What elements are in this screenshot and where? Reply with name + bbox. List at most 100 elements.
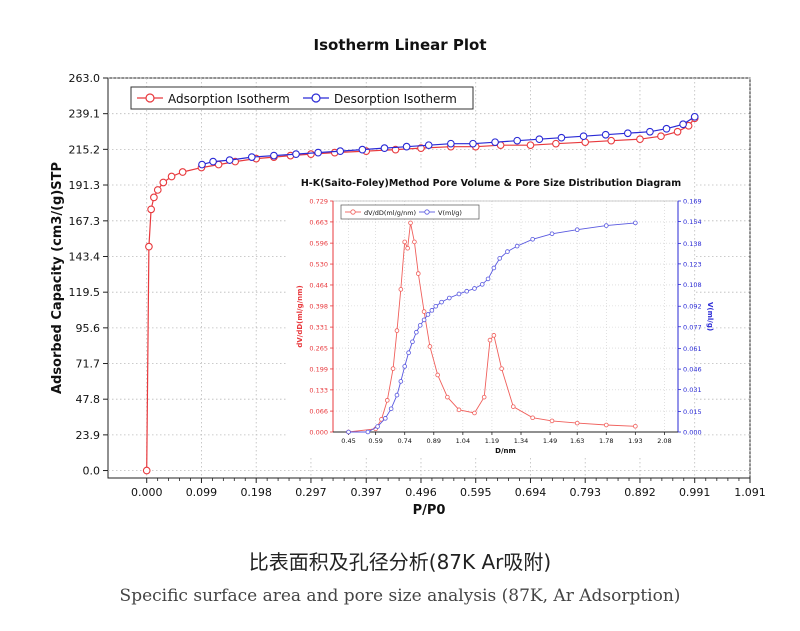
main-y-tick-label: 143.4 [69,251,101,264]
dvdd-series-point [398,287,404,292]
main-x-tick-label: 0.991 [679,486,711,499]
inset-y-tick-label: 0.530 [309,261,328,269]
inset-y2-tick-label: 0.077 [683,323,702,331]
desorption-series-point [491,138,499,147]
volume-series-point [398,379,404,384]
desorption-series-point [336,147,345,155]
main-x-tick-label: 0.000 [131,486,163,499]
volume-series-point [414,329,419,335]
dvdd-series-point [412,239,417,245]
inset-y-tick-label: 0.066 [309,408,328,416]
volume-series-point [383,416,388,421]
dvdd-series-point [491,333,497,338]
dvdd-series-point [530,415,535,421]
legend-adsorption-marker [145,93,155,103]
inset-legend-dvdd-marker [350,209,356,215]
inset-y2-tick-label: 0.092 [683,303,702,311]
adsorption-series-point [417,144,425,152]
dvdd-series-point [574,420,580,426]
dvdd-series-point [427,344,433,349]
inset-x-tick-label: 1.19 [485,437,499,445]
inset-y2-tick-label: 0.138 [683,240,702,248]
inset-y-tick-label: 0.729 [309,198,328,206]
dvdd-series-point [603,422,609,428]
volume-series-point [485,276,491,282]
inset-x-axis-label: D/nm [495,447,516,455]
main-y-tick-label: 215.2 [69,143,101,156]
volume-series-point [417,323,423,328]
adsorption-series-point [307,150,315,158]
desorption-series-point [535,135,544,144]
inset-y-tick-label: 0.596 [309,240,328,248]
dvdd-series-point [549,418,555,424]
desorption-series-point [646,127,654,136]
volume-series-point [433,303,439,309]
inset-legend-box [340,204,480,220]
volume-series-point [456,291,462,297]
legend-desorption-marker [311,93,321,103]
main-x-tick-label: 0.099 [186,486,218,499]
inset-y-tick-label: 0.464 [309,281,328,289]
main-x-tick-label: 0.397 [350,486,382,499]
desorption-series-point [358,145,367,154]
volume-series-point [410,339,415,345]
main-x-tick-label: 0.198 [240,486,272,499]
dvdd-series-line [348,222,636,433]
adsorption-series-point [159,178,168,187]
inset-y-tick-label: 0.331 [309,324,328,332]
inset-y-tick-label: 0.000 [309,429,328,437]
volume-series-point [439,299,444,305]
volume-series-point [346,429,351,435]
inset-y2-axis-label: V(ml/g) [706,302,714,331]
dvdd-series-point [415,271,421,276]
volume-series-point [375,424,380,429]
desorption-series-point [579,132,588,141]
desorption-series-point [380,144,389,152]
inset-y2-tick-label: 0.123 [683,260,702,268]
main-y-tick-label: 239.1 [69,108,101,121]
inset-chart-title: H-K(Saito-Foley)Method Pore Volume & Por… [301,178,681,189]
inset-y-axis-label: dV/dD(ml/g/nm) [296,285,304,347]
adsorption-series-point [150,193,158,202]
inset-y-tick-label: 0.265 [309,345,328,353]
volume-series-point [574,227,580,233]
caption-english: Specific surface area and pore size anal… [119,586,681,606]
inset-y2-tick-label: 0.154 [683,218,702,226]
desorption-series-point [623,129,632,138]
desorption-series-point [292,150,300,158]
volume-series-point [633,220,638,226]
main-y-tick-label: 167.3 [69,215,101,228]
desorption-series-point [513,136,522,145]
volume-series-point [491,265,497,271]
main-y-axis-label: Adsorbed Capacity (cm3/(g)STP [50,162,65,394]
desorption-series-point [469,139,477,148]
desorption-series-point [662,124,671,133]
volume-series-point [603,223,609,228]
main-y-tick-label: 47.8 [76,393,101,406]
dvdd-series-point [408,220,413,226]
main-y-tick-label: 263.0 [69,72,101,85]
inset-x-tick-label: 0.59 [368,437,382,445]
volume-series-point [394,392,400,398]
inset-y-tick-label: 0.199 [309,365,328,373]
inset-x-tick-label: 1.63 [570,437,584,445]
adsorption-series-point [636,135,644,144]
adsorption-series-point [153,186,162,194]
dvdd-series-point [402,239,408,245]
desorption-series-point [270,151,278,160]
dvdd-series-point [435,372,440,378]
adsorption-series-point [673,127,682,136]
inset-y2-tick-label: 0.061 [683,345,702,353]
desorption-series-point [225,156,234,164]
main-x-tick-label: 1.091 [734,486,766,499]
adsorption-series-point [657,132,665,141]
dvdd-series-point [384,398,390,403]
inset-legend-dvdd-label: dV/dD(ml/g/nm) [364,209,416,217]
dvdd-series-point [394,328,400,333]
adsorption-series-point [142,466,151,475]
volume-series-point [497,256,502,261]
dvdd-series-point [499,366,504,371]
volume-series-point [446,295,452,301]
adsorption-series-point [145,242,153,251]
main-x-tick-label: 0.694 [515,486,547,499]
